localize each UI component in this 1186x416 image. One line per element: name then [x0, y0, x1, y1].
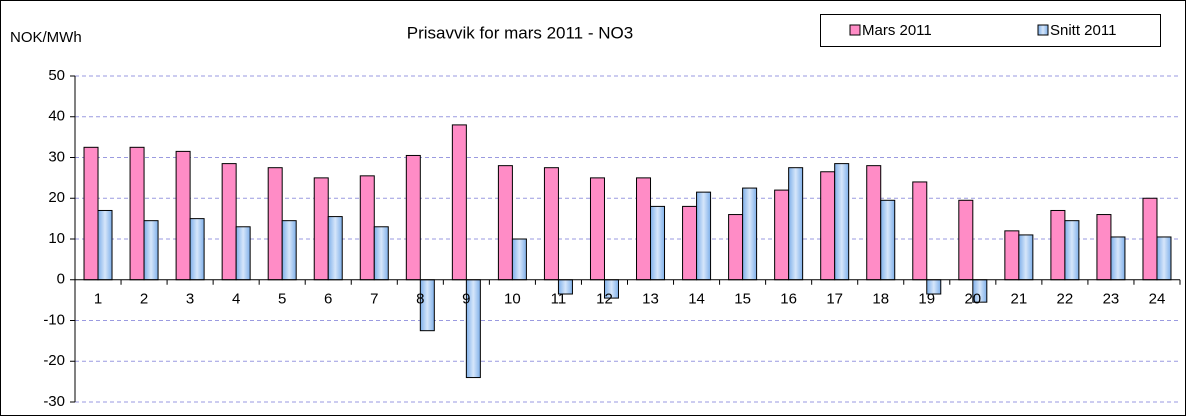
- bar: [1110, 236, 1126, 281]
- legend-label: Snitt 2011: [1050, 22, 1116, 39]
- bar: [221, 163, 237, 281]
- y-tick-label: 20: [48, 189, 65, 206]
- x-tick-label: 12: [596, 291, 613, 308]
- x-tick-label: 24: [1149, 291, 1166, 308]
- x-tick-label: 4: [232, 291, 240, 308]
- bar: [373, 226, 389, 281]
- bar: [267, 167, 283, 281]
- bar: [143, 220, 159, 281]
- bar: [1018, 234, 1034, 281]
- x-tick-label: 15: [734, 291, 751, 308]
- bar: [696, 191, 712, 281]
- bar: [175, 150, 191, 281]
- bar: [788, 167, 804, 281]
- x-tick-label: 5: [278, 291, 286, 308]
- x-tick-label: 9: [462, 291, 470, 308]
- bar: [235, 226, 251, 281]
- bar: [682, 205, 698, 281]
- bar: [880, 199, 896, 281]
- bar: [1142, 197, 1158, 281]
- bar: [83, 146, 99, 281]
- bar: [774, 189, 790, 281]
- bar: [958, 199, 974, 281]
- bar: [405, 154, 421, 281]
- y-tick-label: -30: [43, 393, 65, 410]
- x-tick-label: 6: [324, 291, 332, 308]
- bar: [912, 181, 928, 281]
- bar: [97, 209, 113, 281]
- bar: [189, 218, 205, 281]
- y-tick-label: 40: [48, 108, 65, 125]
- y-tick-label: -10: [43, 311, 65, 328]
- bar: [589, 177, 605, 281]
- bar: [327, 216, 343, 281]
- bar: [742, 187, 758, 281]
- bar: [728, 214, 744, 281]
- bar: [636, 177, 652, 281]
- bar: [650, 205, 666, 281]
- bar: [1050, 209, 1066, 281]
- bar: [820, 171, 836, 281]
- y-tick-label: 0: [57, 271, 65, 288]
- x-tick-label: 20: [964, 291, 981, 308]
- x-tick-label: 21: [1011, 291, 1028, 308]
- x-tick-label: 22: [1057, 291, 1074, 308]
- bar: [511, 238, 527, 281]
- x-tick-label: 14: [688, 291, 705, 308]
- bar: [313, 177, 329, 281]
- bar: [359, 175, 375, 281]
- x-tick-label: 1: [94, 291, 102, 308]
- x-tick-label: 10: [504, 291, 521, 308]
- bar: [281, 220, 297, 281]
- y-tick-label: 10: [48, 230, 65, 247]
- y-axis-label: NOK/MWh: [10, 29, 82, 46]
- x-tick-label: 17: [826, 291, 843, 308]
- bar: [497, 165, 513, 281]
- x-tick-label: 3: [186, 291, 194, 308]
- y-tick-label: 50: [48, 67, 65, 84]
- x-tick-label: 19: [918, 291, 935, 308]
- legend-swatch: [1037, 24, 1049, 36]
- bar: [1064, 220, 1080, 281]
- x-tick-label: 13: [642, 291, 659, 308]
- bar: [129, 146, 145, 281]
- x-tick-label: 18: [872, 291, 889, 308]
- legend-box: [820, 14, 1161, 47]
- x-tick-label: 2: [140, 291, 148, 308]
- bar: [1004, 230, 1020, 281]
- y-tick-label: 30: [48, 148, 65, 165]
- x-tick-label: 8: [416, 291, 424, 308]
- bar: [1156, 236, 1172, 281]
- legend-label: Mars 2011: [862, 22, 932, 39]
- bar: [451, 124, 467, 281]
- x-tick-label: 16: [780, 291, 797, 308]
- x-tick-label: 7: [370, 291, 378, 308]
- bar: [1096, 214, 1112, 281]
- x-tick-label: 23: [1103, 291, 1120, 308]
- x-tick-label: 11: [551, 291, 567, 308]
- legend-swatch: [849, 24, 861, 36]
- bar: [866, 165, 882, 281]
- chart-title: Prisavvik for mars 2011 - NO3: [407, 23, 633, 42]
- bar: [543, 167, 559, 281]
- y-tick-label: -20: [43, 352, 65, 369]
- bar: [834, 163, 850, 281]
